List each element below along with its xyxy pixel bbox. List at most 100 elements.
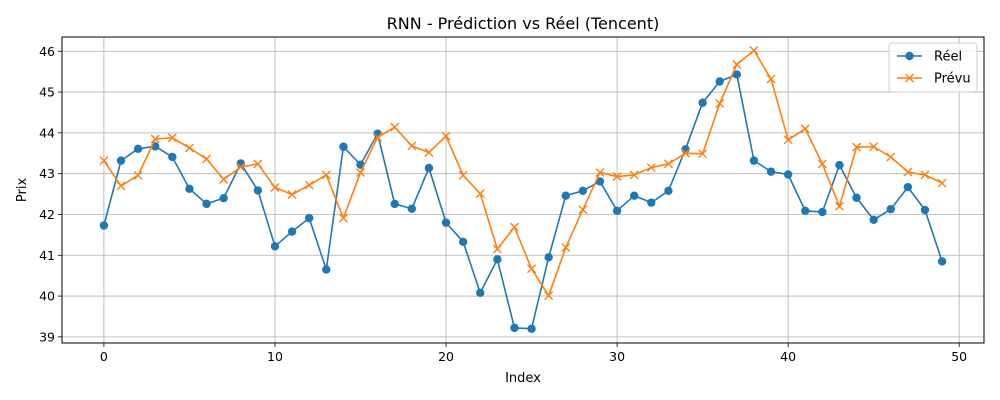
grid [62, 37, 984, 343]
x-tick-label: 10 [267, 349, 283, 364]
data-point-prevu [920, 170, 930, 180]
data-point-prevu [150, 134, 160, 144]
y-axis-label: Prix [15, 178, 30, 203]
data-point-prevu [321, 170, 331, 180]
data-point-reel [253, 186, 263, 195]
x-tick-label: 0 [100, 349, 108, 364]
data-point-prevu [236, 162, 246, 172]
legend: Réel Prévu [888, 42, 978, 93]
data-point-reel [749, 156, 759, 165]
data-point-reel [219, 193, 228, 203]
data-point-prevu [578, 205, 588, 215]
y-tick-label: 45 [39, 85, 55, 100]
data-point-reel [903, 182, 913, 192]
series-reel [99, 70, 947, 333]
data-point-reel [681, 145, 690, 154]
data-point-reel [99, 221, 109, 230]
data-point-prevu [492, 244, 502, 254]
data-point-prevu [356, 167, 365, 177]
data-point-reel [852, 193, 861, 202]
data-point-prevu [800, 124, 810, 134]
data-point-prevu [783, 135, 793, 145]
data-point-prevu [544, 291, 554, 301]
data-point-prevu [441, 131, 451, 141]
data-point-reel [304, 213, 314, 223]
y-tick-label: 42 [39, 207, 55, 222]
legend-label-prevu: Prévu [934, 72, 971, 87]
data-point-reel [783, 170, 793, 179]
data-point-prevu [715, 99, 725, 108]
data-point-prevu [663, 159, 673, 169]
data-point-prevu [390, 122, 400, 132]
data-point-prevu [458, 170, 468, 180]
data-point-prevu [116, 181, 126, 191]
data-point-reel [339, 142, 348, 151]
data-point-reel [322, 265, 331, 274]
data-point-reel [937, 257, 947, 266]
data-point-prevu [527, 264, 537, 274]
data-point-reel [801, 206, 810, 216]
data-point-reel [185, 184, 194, 193]
data-point-reel [766, 167, 776, 176]
data-point-reel [818, 207, 827, 217]
y-tick-label: 44 [39, 125, 55, 140]
series-line-prevu [103, 49, 943, 297]
data-point-prevu [886, 152, 896, 162]
data-point-prevu [595, 167, 605, 177]
y-tick-label: 43 [39, 166, 55, 181]
data-point-reel [270, 242, 280, 251]
data-point-prevu [167, 133, 177, 143]
data-point-prevu [270, 183, 280, 193]
data-point-reel [407, 204, 417, 213]
data-point-reel [168, 152, 177, 162]
data-point-reel [715, 77, 724, 86]
data-point-prevu [133, 170, 143, 180]
data-point-reel [458, 237, 468, 247]
data-point-reel [612, 206, 622, 216]
data-point-reel [390, 199, 399, 209]
x-tick-label: 40 [780, 349, 796, 364]
data-point-prevu [509, 222, 519, 232]
data-point-prevu [424, 147, 434, 157]
data-point-reel [544, 253, 553, 262]
data-point-prevu [612, 172, 622, 182]
y-tick-label: 40 [39, 289, 55, 304]
data-point-prevu [698, 149, 708, 159]
data-point-prevu [475, 189, 485, 199]
legend-label-reel: Réel [934, 50, 962, 65]
data-point-prevu [373, 132, 383, 142]
data-point-prevu [937, 178, 947, 188]
plot-series [99, 45, 947, 333]
data-point-prevu [869, 142, 879, 152]
data-point-reel [629, 191, 639, 200]
data-point-prevu [561, 243, 571, 253]
data-point-reel [424, 163, 434, 173]
plot-frame [61, 36, 985, 344]
y-tick-label: 46 [39, 44, 55, 59]
data-point-prevu [817, 159, 827, 169]
y-tick-label: 39 [39, 329, 55, 344]
data-point-reel [441, 218, 451, 227]
data-point-prevu [834, 201, 844, 211]
data-point-reel [886, 204, 895, 214]
data-point-prevu [219, 174, 229, 184]
x-tick-label: 20 [438, 349, 454, 364]
data-point-prevu [732, 59, 742, 69]
data-point-reel [202, 199, 211, 209]
data-point-reel [116, 156, 126, 165]
data-point-reel [835, 160, 844, 170]
x-tick-label: 50 [951, 349, 967, 364]
data-point-prevu [766, 74, 776, 84]
data-point-reel [664, 186, 673, 196]
data-point-prevu [202, 154, 212, 164]
data-point-prevu [99, 156, 109, 166]
data-point-reel [578, 186, 588, 196]
data-point-prevu [852, 142, 862, 152]
data-point-prevu [749, 45, 759, 55]
data-point-reel [698, 98, 707, 107]
data-point-prevu [304, 180, 314, 190]
data-point-reel [510, 323, 519, 333]
series-line-reel [103, 73, 943, 330]
series-prevu [99, 45, 947, 301]
